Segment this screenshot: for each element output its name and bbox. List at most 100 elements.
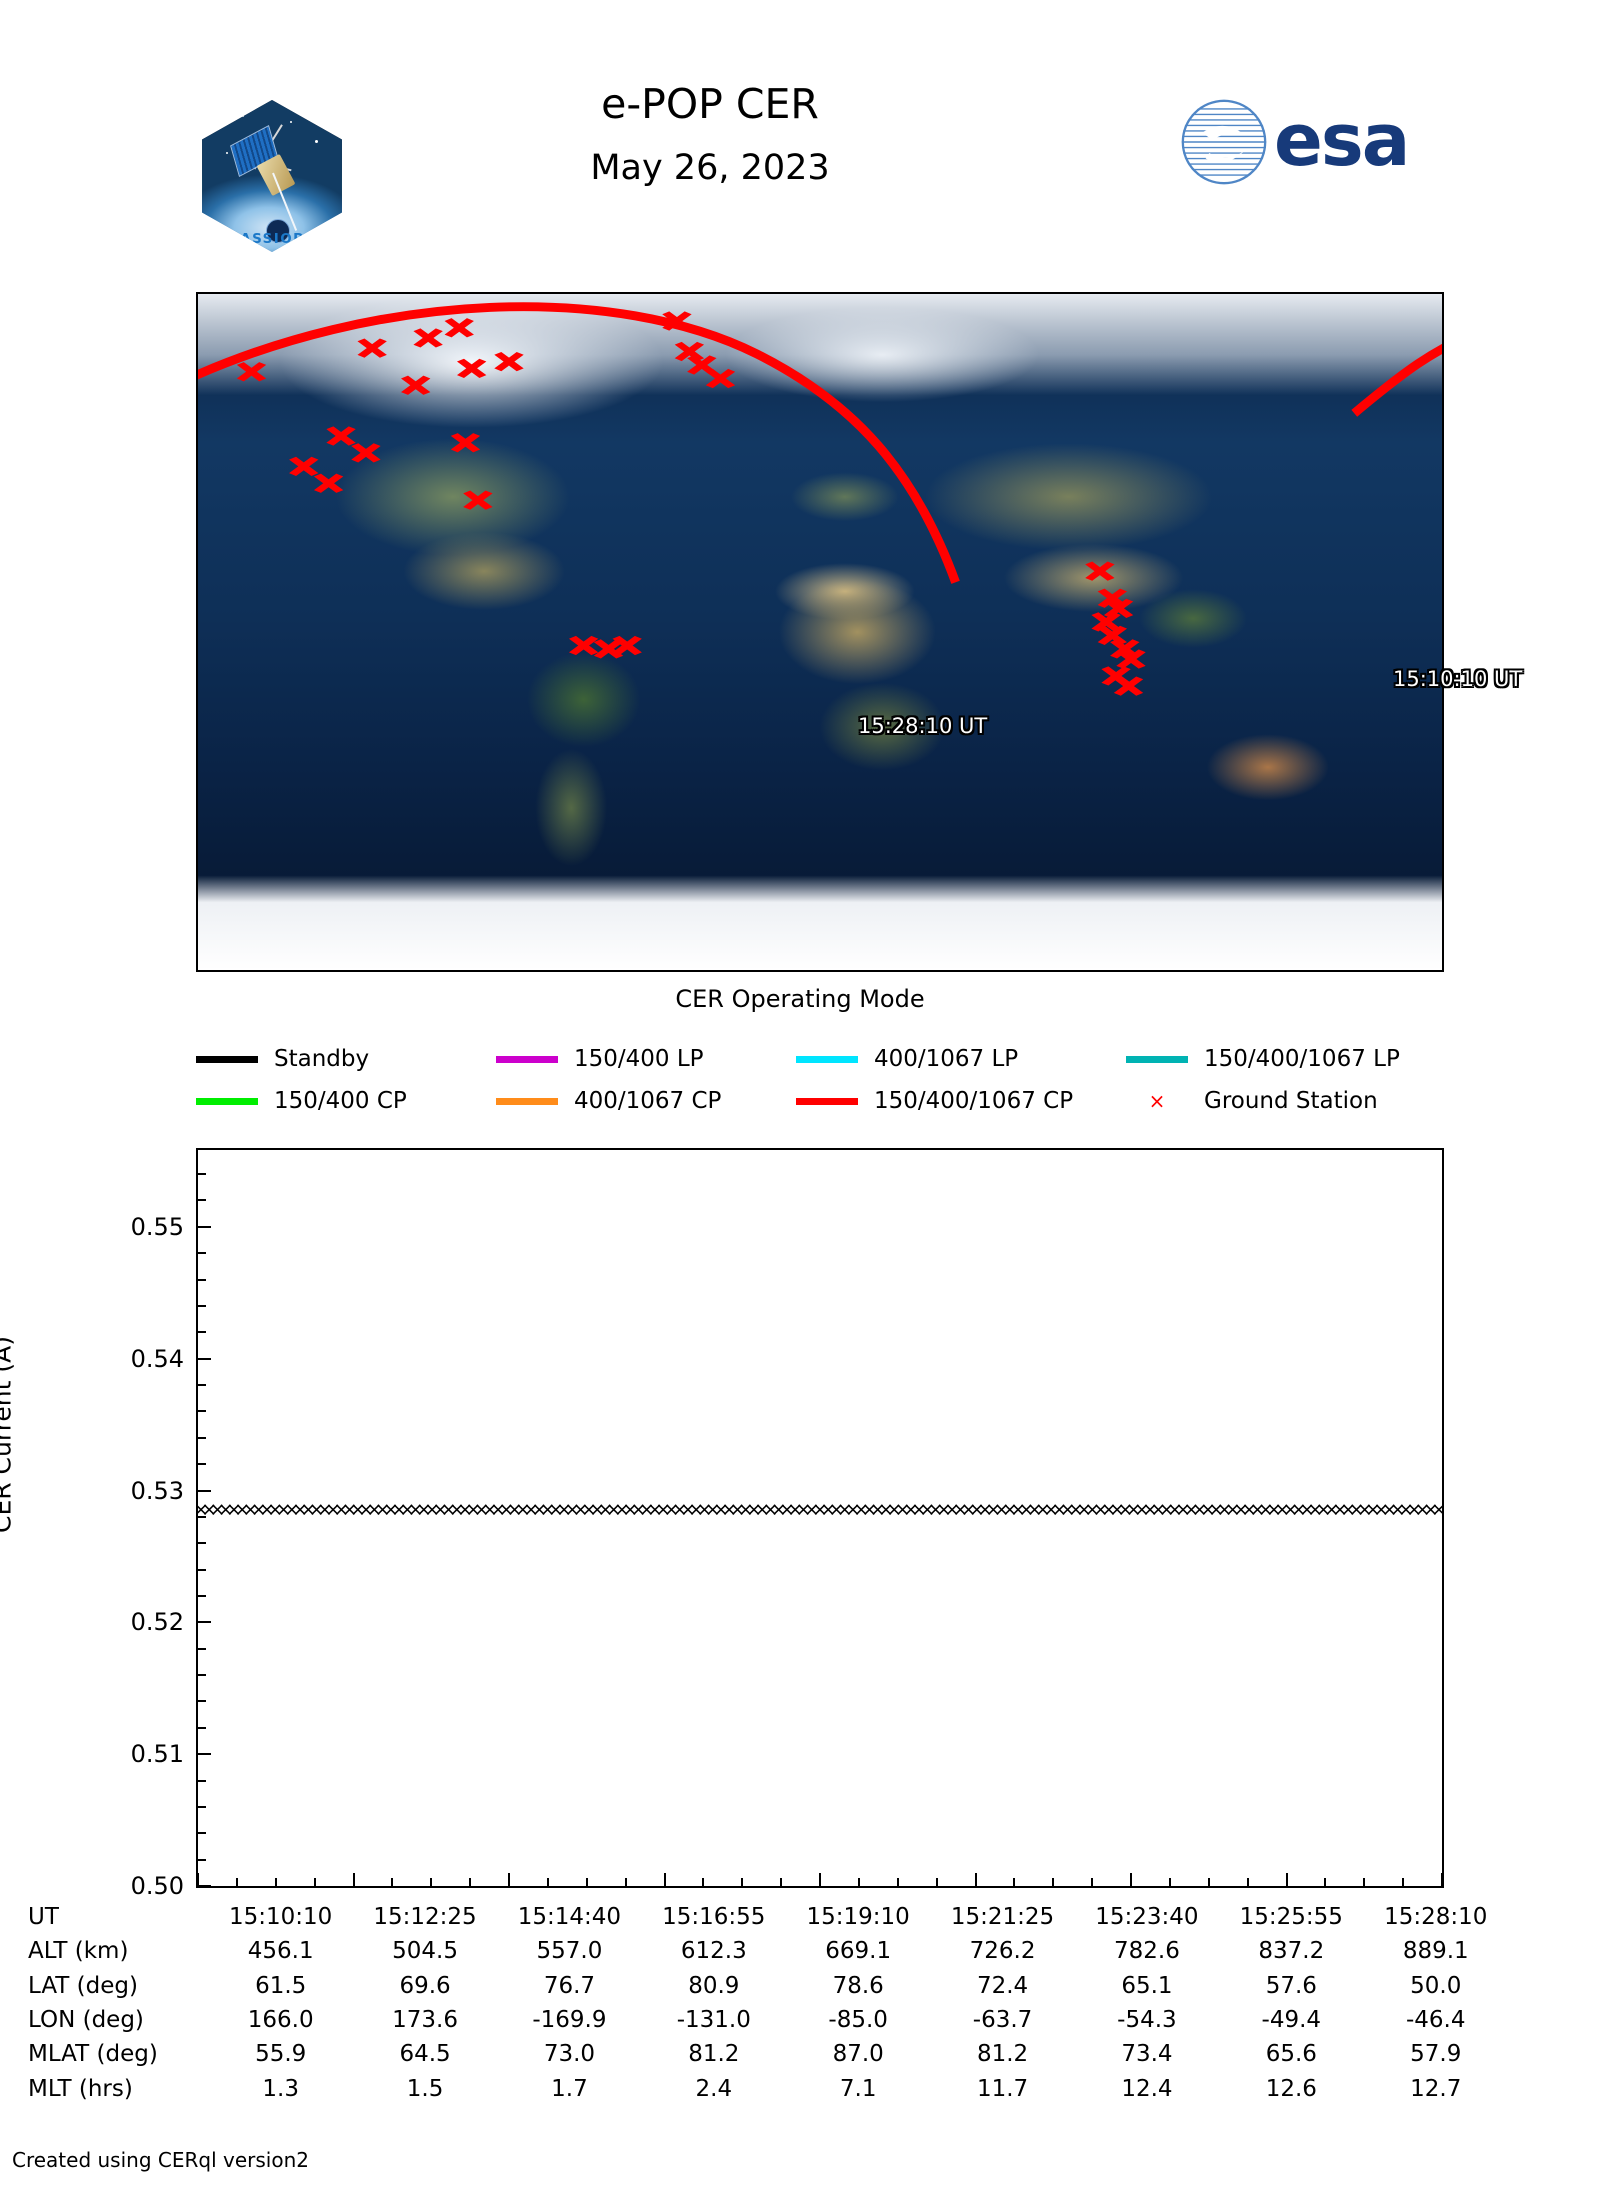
ground-station-marker (568, 635, 599, 656)
data-point-marker: × (952, 1498, 969, 1521)
data-point-marker: × (696, 1498, 713, 1521)
page-date: May 26, 2023 (590, 148, 830, 188)
y-axis-major-tick (198, 1753, 211, 1756)
data-point-marker: × (1307, 1498, 1324, 1521)
x-axis-minor-tick (935, 1878, 938, 1886)
data-point-marker: × (407, 1498, 424, 1521)
table-cell: 81.2 (688, 2041, 740, 2068)
data-point-marker: × (993, 1498, 1010, 1521)
data-point-marker: × (1348, 1498, 1365, 1521)
legend-color-swatch (196, 1055, 258, 1063)
data-point-marker: × (605, 1498, 622, 1521)
ground-station-marker (1097, 588, 1128, 608)
table-cell: 87.0 (832, 2041, 884, 2068)
data-point-marker: × (300, 1498, 317, 1521)
data-point-marker: × (820, 1498, 837, 1521)
data-point-marker: × (316, 1498, 333, 1521)
table-cell: -63.7 (972, 2007, 1033, 2034)
x-axis-major-tick (1285, 1873, 1288, 1886)
y-axis-minor-tick (198, 1647, 206, 1650)
ground-station-marker (351, 443, 381, 463)
table-cell: 15:25:55 (1239, 1904, 1343, 1930)
table-cell: 57.9 (1410, 2041, 1462, 2068)
table-cell: 1.5 (406, 2075, 444, 2102)
ground-station-marker (401, 375, 431, 395)
data-point-marker: × (1043, 1498, 1060, 1521)
data-point-marker: × (1315, 1498, 1332, 1521)
table-row: UT 15:10:10 15:12:25 15:14:40 15:16:55 15:19:… (28, 1900, 1508, 1934)
legend-item: 150/400/1067 CP (796, 1088, 1126, 1114)
table-cell: 669.1 (825, 1938, 892, 1965)
legend-label: 150/400/1067 CP (874, 1088, 1074, 1114)
data-point-marker: × (531, 1498, 548, 1521)
y-axis-label: CER Current (A) (0, 1335, 17, 1534)
x-axis-major-tick (1441, 1873, 1442, 1886)
data-point-marker: × (927, 1498, 944, 1521)
data-point-marker: × (440, 1498, 457, 1521)
data-point-marker: × (646, 1498, 663, 1521)
x-axis-major-tick (198, 1873, 199, 1886)
x-axis-major-tick (663, 1873, 666, 1886)
legend-color-swatch (1126, 1055, 1188, 1063)
data-point-marker: × (1208, 1498, 1225, 1521)
x-axis-minor-tick (1363, 1878, 1366, 1886)
data-point-marker: × (1199, 1498, 1216, 1521)
table-cell: 1.7 (551, 2075, 588, 2102)
data-point-marker: × (795, 1498, 812, 1521)
y-axis-minor-tick (198, 1463, 206, 1466)
table-cell: 69.6 (399, 1972, 451, 1999)
ground-station-marker (687, 355, 717, 375)
x-axis-minor-tick (313, 1878, 316, 1886)
data-point-marker: × (1323, 1498, 1340, 1521)
y-axis-major-tick (198, 1621, 211, 1624)
table-cell: 1.3 (262, 2075, 299, 2102)
legend-color-swatch (196, 1097, 258, 1105)
data-point-marker: × (490, 1498, 507, 1521)
x-axis-minor-tick (780, 1878, 783, 1886)
data-point-marker: × (679, 1498, 696, 1521)
table-cell: 15:12:25 (373, 1904, 477, 1930)
data-point-marker: × (358, 1498, 375, 1521)
table-row: ALT (km) 456.1 504.5 557.0 612.3 669.1 726.2 78… (28, 1934, 1508, 1968)
y-axis-minor-tick (198, 1436, 206, 1439)
star-icon (241, 115, 244, 118)
y-axis-tick-label: 0.51 (130, 1740, 184, 1769)
data-point-marker: × (886, 1498, 903, 1521)
star-icon (314, 139, 318, 143)
table-cell: 11.7 (976, 2075, 1029, 2102)
data-point-marker: × (688, 1498, 705, 1521)
table-cell: 15:16:55 (662, 1904, 766, 1930)
table-cell: -131.0 (676, 2007, 751, 2034)
x-axis-minor-tick (741, 1878, 744, 1886)
table-cell: 61.5 (255, 1972, 307, 1999)
data-point-marker: × (259, 1498, 275, 1521)
data-point-marker: × (374, 1498, 391, 1521)
x-axis-minor-tick (1402, 1878, 1405, 1886)
star-icon (226, 151, 229, 154)
data-point-marker: × (812, 1498, 828, 1521)
ground-station-marker (413, 328, 443, 348)
y-axis-minor-tick (198, 1384, 206, 1387)
x-axis-minor-tick (702, 1878, 705, 1886)
data-point-marker: × (803, 1498, 820, 1521)
footer-credit: Created using CERql version2 (12, 2148, 309, 2172)
table-cell: 782.6 (1113, 1938, 1180, 1965)
legend-item: 150/400 LP (496, 1046, 796, 1072)
y-axis-tick-label: 0.50 (130, 1872, 184, 1900)
ground-station-marker (674, 341, 705, 362)
data-point-marker: × (349, 1498, 366, 1521)
data-point-marker: × (894, 1498, 911, 1521)
orbit-ground-track (198, 302, 1442, 584)
mission-badge-icon (265, 218, 290, 243)
data-point-marker: × (712, 1498, 729, 1521)
ground-station-marker (1085, 561, 1115, 581)
ground-station-marker (494, 351, 524, 372)
x-axis-major-tick (508, 1873, 510, 1886)
legend-label: Standby (274, 1046, 370, 1072)
data-point-marker: × (1257, 1498, 1274, 1521)
x-axis-minor-tick (274, 1878, 277, 1886)
table-cell: 504.5 (392, 1938, 458, 1965)
table-row-label: LON (deg) (28, 2007, 144, 2034)
x-axis-minor-tick (585, 1878, 588, 1886)
data-point-marker: × (580, 1498, 597, 1521)
